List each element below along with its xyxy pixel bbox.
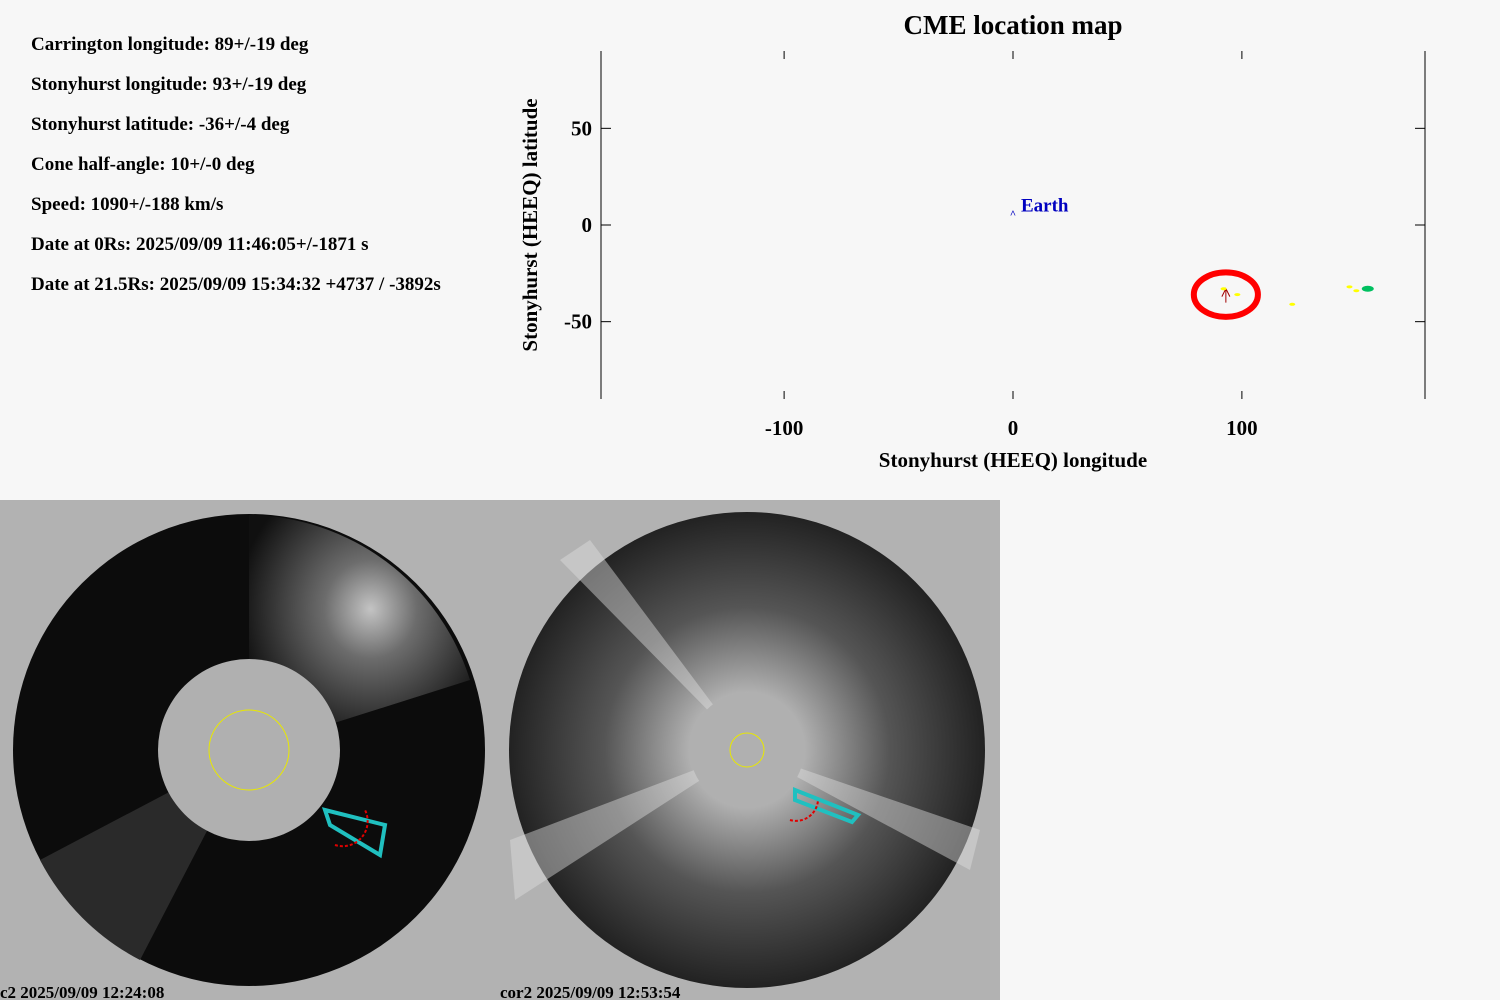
x-axis-label: Stonyhurst (HEEQ) longitude bbox=[879, 448, 1147, 472]
c2-cone bbox=[334, 809, 369, 848]
parameter-line: Date at 0Rs: 2025/09/09 11:46:05+/-1871 … bbox=[31, 234, 369, 255]
y-tick-label: 0 bbox=[582, 213, 593, 237]
parameter-line: Carrington longitude: 89+/-19 deg bbox=[31, 34, 309, 55]
parameter-line: Stonyhurst latitude: -36+/-4 deg bbox=[31, 114, 290, 135]
y-axis-label: Stonyhurst (HEEQ) latitude bbox=[518, 98, 542, 351]
c2-cme-outline bbox=[321, 807, 388, 859]
cor2-streamer bbox=[510, 540, 980, 900]
earth-marker: ^ bbox=[1010, 208, 1016, 220]
cme-arrow bbox=[1221, 287, 1231, 303]
images-panel: c2 2025/09/09 12:24:08 cor2 2025/09/09 1… bbox=[0, 500, 1000, 1000]
x-tick-label: -100 bbox=[765, 416, 804, 440]
parameter-line: Date at 21.5Rs: 2025/09/09 15:34:32 +473… bbox=[31, 274, 441, 295]
parameter-line: Cone half-angle: 10+/-0 deg bbox=[31, 154, 255, 175]
y-tick-label: -50 bbox=[564, 310, 592, 334]
parameter-line: Stonyhurst longitude: 93+/-19 deg bbox=[31, 74, 307, 95]
x-tick-label: 100 bbox=[1226, 416, 1258, 440]
c2-sun bbox=[208, 709, 290, 791]
cor2-cone bbox=[789, 799, 819, 822]
image-caption: cor2 2025/09/09 12:53:54 bbox=[500, 983, 681, 1000]
detection-point bbox=[1234, 293, 1241, 297]
detection-point bbox=[1353, 289, 1360, 293]
earth-label: Earth bbox=[1021, 195, 1069, 216]
y-tick-label: 50 bbox=[571, 116, 592, 140]
detection-point bbox=[1346, 285, 1353, 289]
c2-occulter bbox=[158, 659, 340, 841]
plot-area bbox=[601, 51, 1425, 399]
chart-title: CME location map bbox=[904, 10, 1123, 40]
detection-point bbox=[1289, 302, 1296, 306]
cor2-occulter bbox=[690, 693, 804, 807]
chart: CME location map Stonyhurst (HEEQ) longi… bbox=[518, 10, 1426, 472]
cor2-cme-outline bbox=[793, 787, 862, 825]
image-caption: c2 2025/09/09 12:24:08 bbox=[0, 983, 164, 1000]
fit-point bbox=[1361, 285, 1374, 292]
parameter-line: Speed: 1090+/-188 km/s bbox=[31, 194, 223, 215]
cone-ellipse bbox=[1190, 269, 1261, 320]
x-tick-label: 0 bbox=[1008, 416, 1019, 440]
cor2-sun bbox=[729, 732, 765, 768]
detection-point bbox=[1220, 287, 1227, 291]
